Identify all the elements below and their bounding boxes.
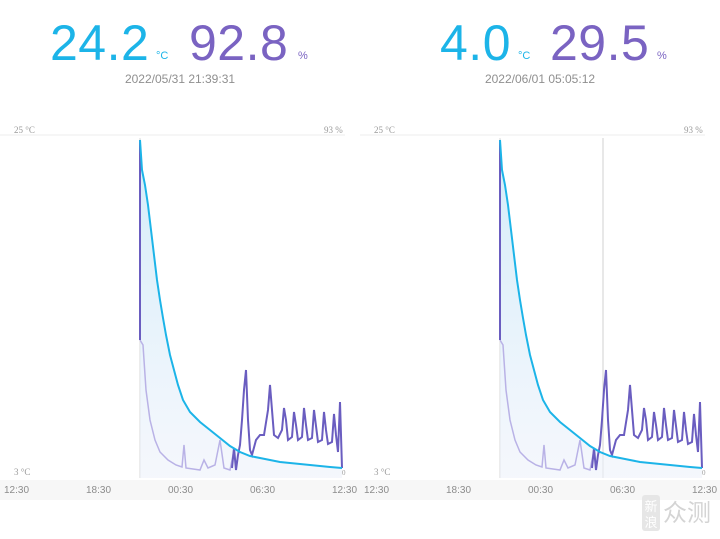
x-tick: 18:30 — [446, 485, 472, 496]
temperature-unit: °C — [518, 50, 531, 62]
humidity-line — [139, 140, 343, 471]
panel-selected: 4.0 °C 29.5 % 2022/06/01 05:05:12 25 °C … — [360, 0, 720, 539]
y-axis-min-temp: 3 °C — [14, 467, 31, 477]
humidity-line — [499, 140, 703, 471]
y-axis-max-temp: 25 °C — [374, 125, 395, 135]
temperature-area — [140, 140, 342, 478]
humidity-unit: % — [657, 50, 667, 62]
y-axis-max-temp: 25 °C — [14, 125, 35, 135]
temperature-humidity-chart[interactable] — [360, 118, 720, 490]
humidity-light-line — [139, 339, 237, 471]
reading-timestamp: 2022/05/31 21:39:31 — [124, 72, 236, 86]
temperature-line — [139, 139, 343, 469]
x-tick: 18:30 — [86, 485, 112, 496]
temperature-value: 24.2 — [50, 15, 150, 71]
watermark-logo: 新 浪 众测 — [642, 493, 712, 533]
x-tick: 06:30 — [610, 485, 636, 496]
svg-text:浪: 浪 — [644, 516, 657, 531]
temperature-line — [499, 139, 703, 469]
y-axis-min-humidity: 0 — [702, 469, 706, 477]
x-tick: 00:30 — [168, 485, 194, 496]
reading-timestamp: 2022/06/01 05:05:12 — [484, 72, 596, 86]
humidity-unit: % — [298, 50, 308, 62]
selected-readout: 4.0 °C 29.5 % — [360, 14, 720, 74]
x-tick: 12:30 — [692, 485, 718, 496]
x-tick: 12:30 — [364, 485, 390, 496]
x-tick: 12:30 — [332, 485, 358, 496]
y-axis-min-temp: 3 °C — [374, 467, 391, 477]
temperature-unit: °C — [156, 50, 169, 62]
x-tick: 12:30 — [4, 485, 30, 496]
temperature-area — [500, 140, 702, 478]
y-axis-max-humidity: 93 % — [684, 125, 703, 135]
x-tick: 00:30 — [528, 485, 554, 496]
y-axis-max-humidity: 93 % — [324, 125, 343, 135]
humidity-value: 92.8 — [189, 15, 289, 71]
temperature-humidity-chart[interactable] — [0, 118, 360, 490]
svg-text:新: 新 — [644, 499, 657, 515]
temperature-value: 4.0 — [440, 15, 512, 71]
panel-current: 24.2 °C 92.8 % 2022/05/31 21:39:31 25 °C… — [0, 14, 360, 500]
x-axis-bar — [0, 480, 360, 500]
humidity-value: 29.5 — [550, 15, 650, 71]
y-axis-min-humidity: 0 — [342, 469, 346, 477]
humidity-light-line — [499, 339, 597, 471]
x-tick: 06:30 — [250, 485, 276, 496]
current-readout: 24.2 °C 92.8 % — [0, 14, 360, 74]
x-axis-bar — [360, 480, 720, 500]
svg-text:众测: 众测 — [663, 499, 711, 527]
